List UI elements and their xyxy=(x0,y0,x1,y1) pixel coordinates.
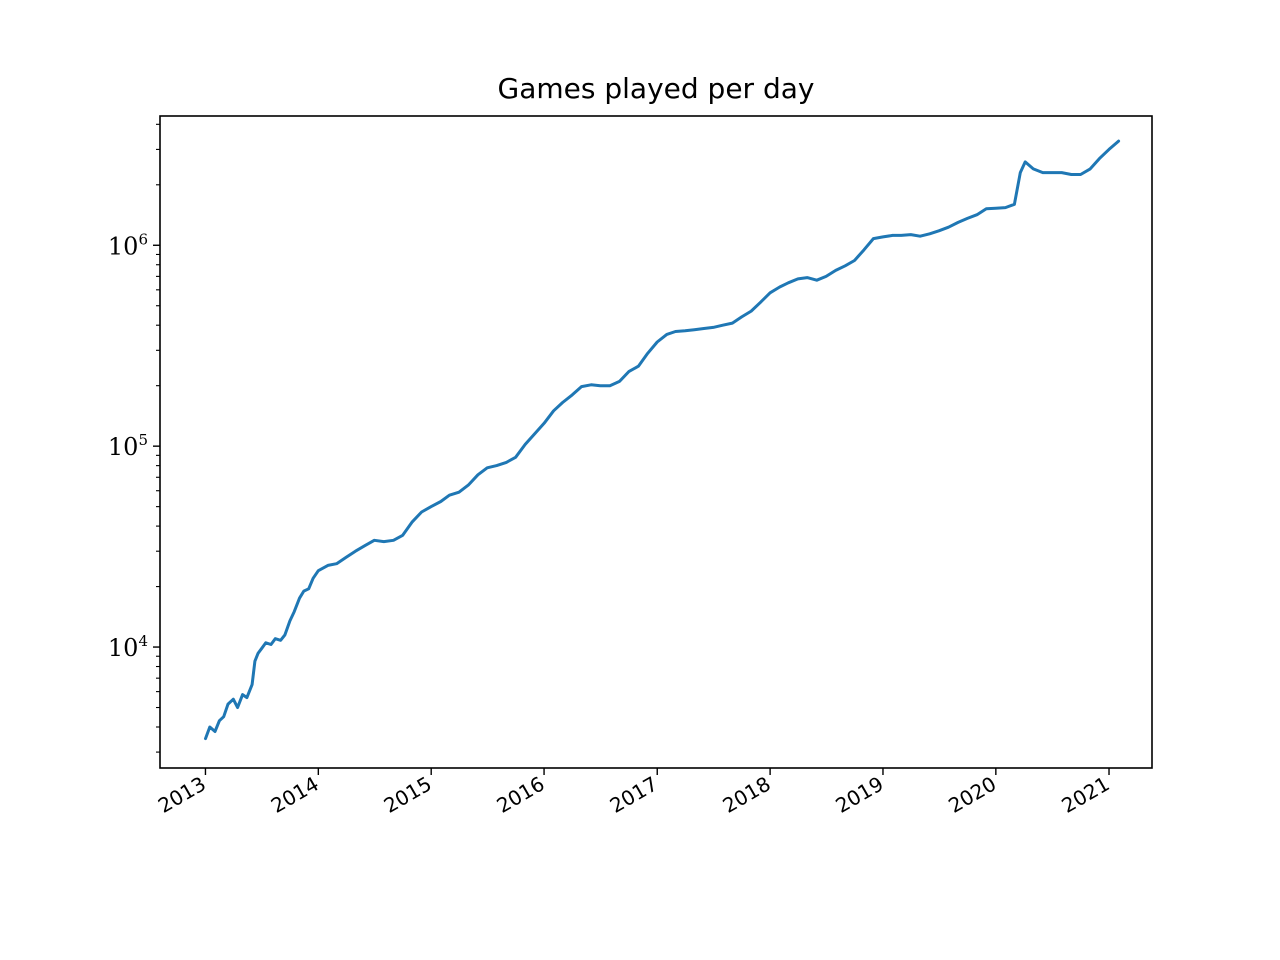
x-tick-label: 2013 xyxy=(154,772,210,818)
axes: 2013 2014 2015 2016 2017 2018 2019 2020 2021 104 1… xyxy=(108,123,1114,818)
chart-title: Games played per day xyxy=(498,72,815,105)
plot-frame xyxy=(159,115,1153,769)
y-tick-label: 104 xyxy=(108,632,148,662)
x-tick-label: 2014 xyxy=(267,772,323,818)
y-tick-label: 105 xyxy=(108,431,148,461)
x-tick-label: 2017 xyxy=(606,772,662,818)
x-tick-label: 2019 xyxy=(831,772,887,818)
series-line xyxy=(204,139,1121,741)
y-tick-label: 106 xyxy=(108,230,148,260)
x-tick-label: 2020 xyxy=(944,772,1000,818)
x-tick-label: 2016 xyxy=(492,772,548,818)
x-tick-label: 2018 xyxy=(719,772,775,818)
x-tick-label: 2015 xyxy=(380,772,436,818)
plot-area xyxy=(204,139,1121,741)
x-tick-label: 2021 xyxy=(1057,772,1113,818)
